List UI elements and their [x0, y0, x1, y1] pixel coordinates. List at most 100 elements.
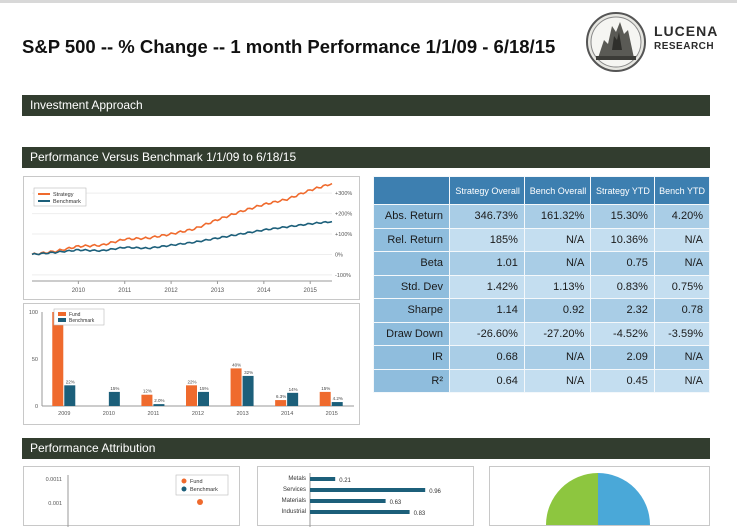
- brand-name: LUCENA RESEARCH: [654, 24, 718, 54]
- metrics-cell: N/A: [523, 345, 592, 370]
- bar-data-label: 22%: [66, 379, 75, 384]
- legend-box: [175, 474, 229, 496]
- metrics-cell: 0.78: [653, 298, 711, 323]
- bar-benchmark: [108, 391, 120, 406]
- metrics-cell: -27.20%: [523, 321, 592, 346]
- metrics-cell: -26.60%: [449, 321, 525, 346]
- bar-data-label: 2.0%: [154, 398, 164, 403]
- metrics-row-label: Sharpe: [373, 298, 450, 323]
- sector-bar: [310, 510, 410, 514]
- sector-value: 0.96: [429, 489, 441, 495]
- bar-fund: [319, 391, 331, 406]
- metrics-cell: 2.32: [590, 298, 655, 323]
- legend-label: Fund: [69, 312, 81, 318]
- bar-data-label: 40%: [232, 362, 241, 367]
- metrics-cell: N/A: [523, 251, 592, 276]
- sector-bar-panel: Metals 0.21 Services 0.96 Materials 0.63 Indus…: [257, 466, 474, 527]
- y-tick-label: -100%: [335, 273, 351, 279]
- pie-slice: [598, 473, 650, 525]
- metrics-cell: 0.75: [590, 251, 655, 276]
- bar-benchmark: [153, 404, 165, 406]
- legend-swatch: [58, 312, 66, 316]
- metrics-cell: 1.14: [449, 298, 525, 323]
- sector-label: Services: [283, 487, 306, 493]
- metrics-cell: 10.36%: [590, 227, 655, 252]
- metrics-header: Bench Overall: [523, 176, 592, 205]
- x-tick-label: 2014: [281, 411, 293, 417]
- metrics-row-label: IR: [373, 345, 450, 370]
- legend-label: Fund: [190, 479, 203, 485]
- y-tick-label: 0: [35, 404, 38, 410]
- top-border: [0, 0, 737, 3]
- bar-benchmark: [287, 392, 299, 406]
- legend-label: Benchmark: [69, 318, 95, 324]
- metrics-cell: N/A: [523, 227, 592, 252]
- bar-data-label: 32%: [244, 370, 253, 375]
- annual-returns-bar-chart: 100500200922%201015%201112%2.0%201222%15…: [29, 308, 354, 417]
- x-tick-label: 2012: [164, 288, 178, 294]
- bar-benchmark: [198, 391, 209, 406]
- section-performance-vs-benchmark: Performance Versus Benchmark 1/1/09 to 6…: [22, 147, 710, 168]
- y-tick-label: +300%: [335, 191, 352, 197]
- metrics-row-label: Std. Dev: [373, 274, 450, 299]
- metrics-row: IR 0.68 N/A 2.09 N/A: [373, 345, 711, 370]
- metrics-row-label: R²: [373, 368, 450, 393]
- bar-data-label: 14%: [289, 387, 298, 392]
- y-tick-label: 0%: [335, 252, 343, 258]
- metrics-cell: 0.64: [449, 368, 525, 393]
- legend-swatch: [58, 318, 66, 322]
- metrics-cell: 0.45: [590, 368, 655, 393]
- sector-bar: [310, 488, 426, 492]
- metrics-cell: 2.09: [590, 345, 655, 370]
- allocation-pie-chart: [546, 473, 650, 525]
- y-tick-label: +200%: [335, 212, 352, 218]
- sector-value: 0.21: [339, 478, 351, 484]
- metrics-row-label: Rel. Return: [373, 227, 450, 252]
- metrics-header: Bench YTD: [653, 176, 711, 205]
- bar-fund: [141, 394, 153, 406]
- x-tick-label: 2013: [211, 288, 225, 294]
- bar-benchmark: [331, 402, 343, 406]
- metrics-cell: 4.20%: [653, 204, 711, 229]
- metrics-row: Abs. Return 346.73% 161.32% 15.30% 4.20%: [373, 204, 711, 229]
- performance-line-chart: +300% +200% +100% 0% -100% 2010 2011 2012 2013 20…: [31, 182, 352, 294]
- y-tick-label: 0.0011: [46, 477, 62, 483]
- legend-marker: [181, 478, 187, 484]
- metrics-header-blank: [373, 176, 450, 205]
- metrics-row: R² 0.64 N/A 0.45 N/A: [373, 368, 711, 393]
- x-tick-label: 2012: [192, 411, 204, 417]
- metrics-row: Draw Down -26.60% -27.20% -4.52% -3.59%: [373, 321, 711, 346]
- sector-value: 0.83: [414, 511, 426, 517]
- legend-label: Strategy: [53, 192, 74, 198]
- metrics-cell: 0.75%: [653, 274, 711, 299]
- metrics-cell: 0.68: [449, 345, 525, 370]
- legend-label: Benchmark: [190, 487, 218, 493]
- x-tick-label: 2010: [72, 288, 86, 294]
- bar-data-label: 4.2%: [333, 396, 343, 401]
- x-tick-label: 2011: [148, 411, 160, 417]
- page-title: S&P 500 -- % Change -- 1 month Performan…: [22, 36, 556, 57]
- x-tick-label: 2014: [257, 288, 271, 294]
- bar-data-label: 6.3%: [276, 394, 286, 399]
- metrics-cell: 0.83%: [590, 274, 655, 299]
- bar-benchmark: [242, 375, 254, 406]
- line-chart-panel: +300% +200% +100% 0% -100% 2010 2011 2012 2013 20…: [23, 176, 360, 300]
- metrics-cell: 0.92: [523, 298, 592, 323]
- metrics-cell: N/A: [523, 368, 592, 393]
- series-line-benchmark: [31, 220, 333, 256]
- metrics-cell: N/A: [653, 345, 711, 370]
- sector-bar-chart: Metals 0.21 Services 0.96 Materials 0.63 Indus…: [282, 473, 442, 527]
- metrics-cell: N/A: [653, 368, 711, 393]
- metrics-cell: N/A: [653, 227, 711, 252]
- bar-chart-panel: 100 50 0 2009 22% 2010 15% 2011 12% 2.0% 2012 22% 15…: [23, 303, 360, 425]
- section-performance-attribution: Performance Attribution: [22, 438, 710, 459]
- bar-fund: [52, 312, 64, 406]
- sector-label: Materials: [282, 498, 306, 504]
- series-line-strategy: [31, 182, 333, 256]
- metrics-header: Strategy Overall: [449, 176, 525, 205]
- sector-label: Metals: [288, 476, 306, 482]
- sector-bar: [310, 499, 386, 503]
- y-tick-label: +100%: [335, 232, 352, 238]
- metrics-cell: -4.52%: [590, 321, 655, 346]
- attribution-scatter-panel: 0.0011 0.001 Fund Benchmark: [23, 466, 240, 527]
